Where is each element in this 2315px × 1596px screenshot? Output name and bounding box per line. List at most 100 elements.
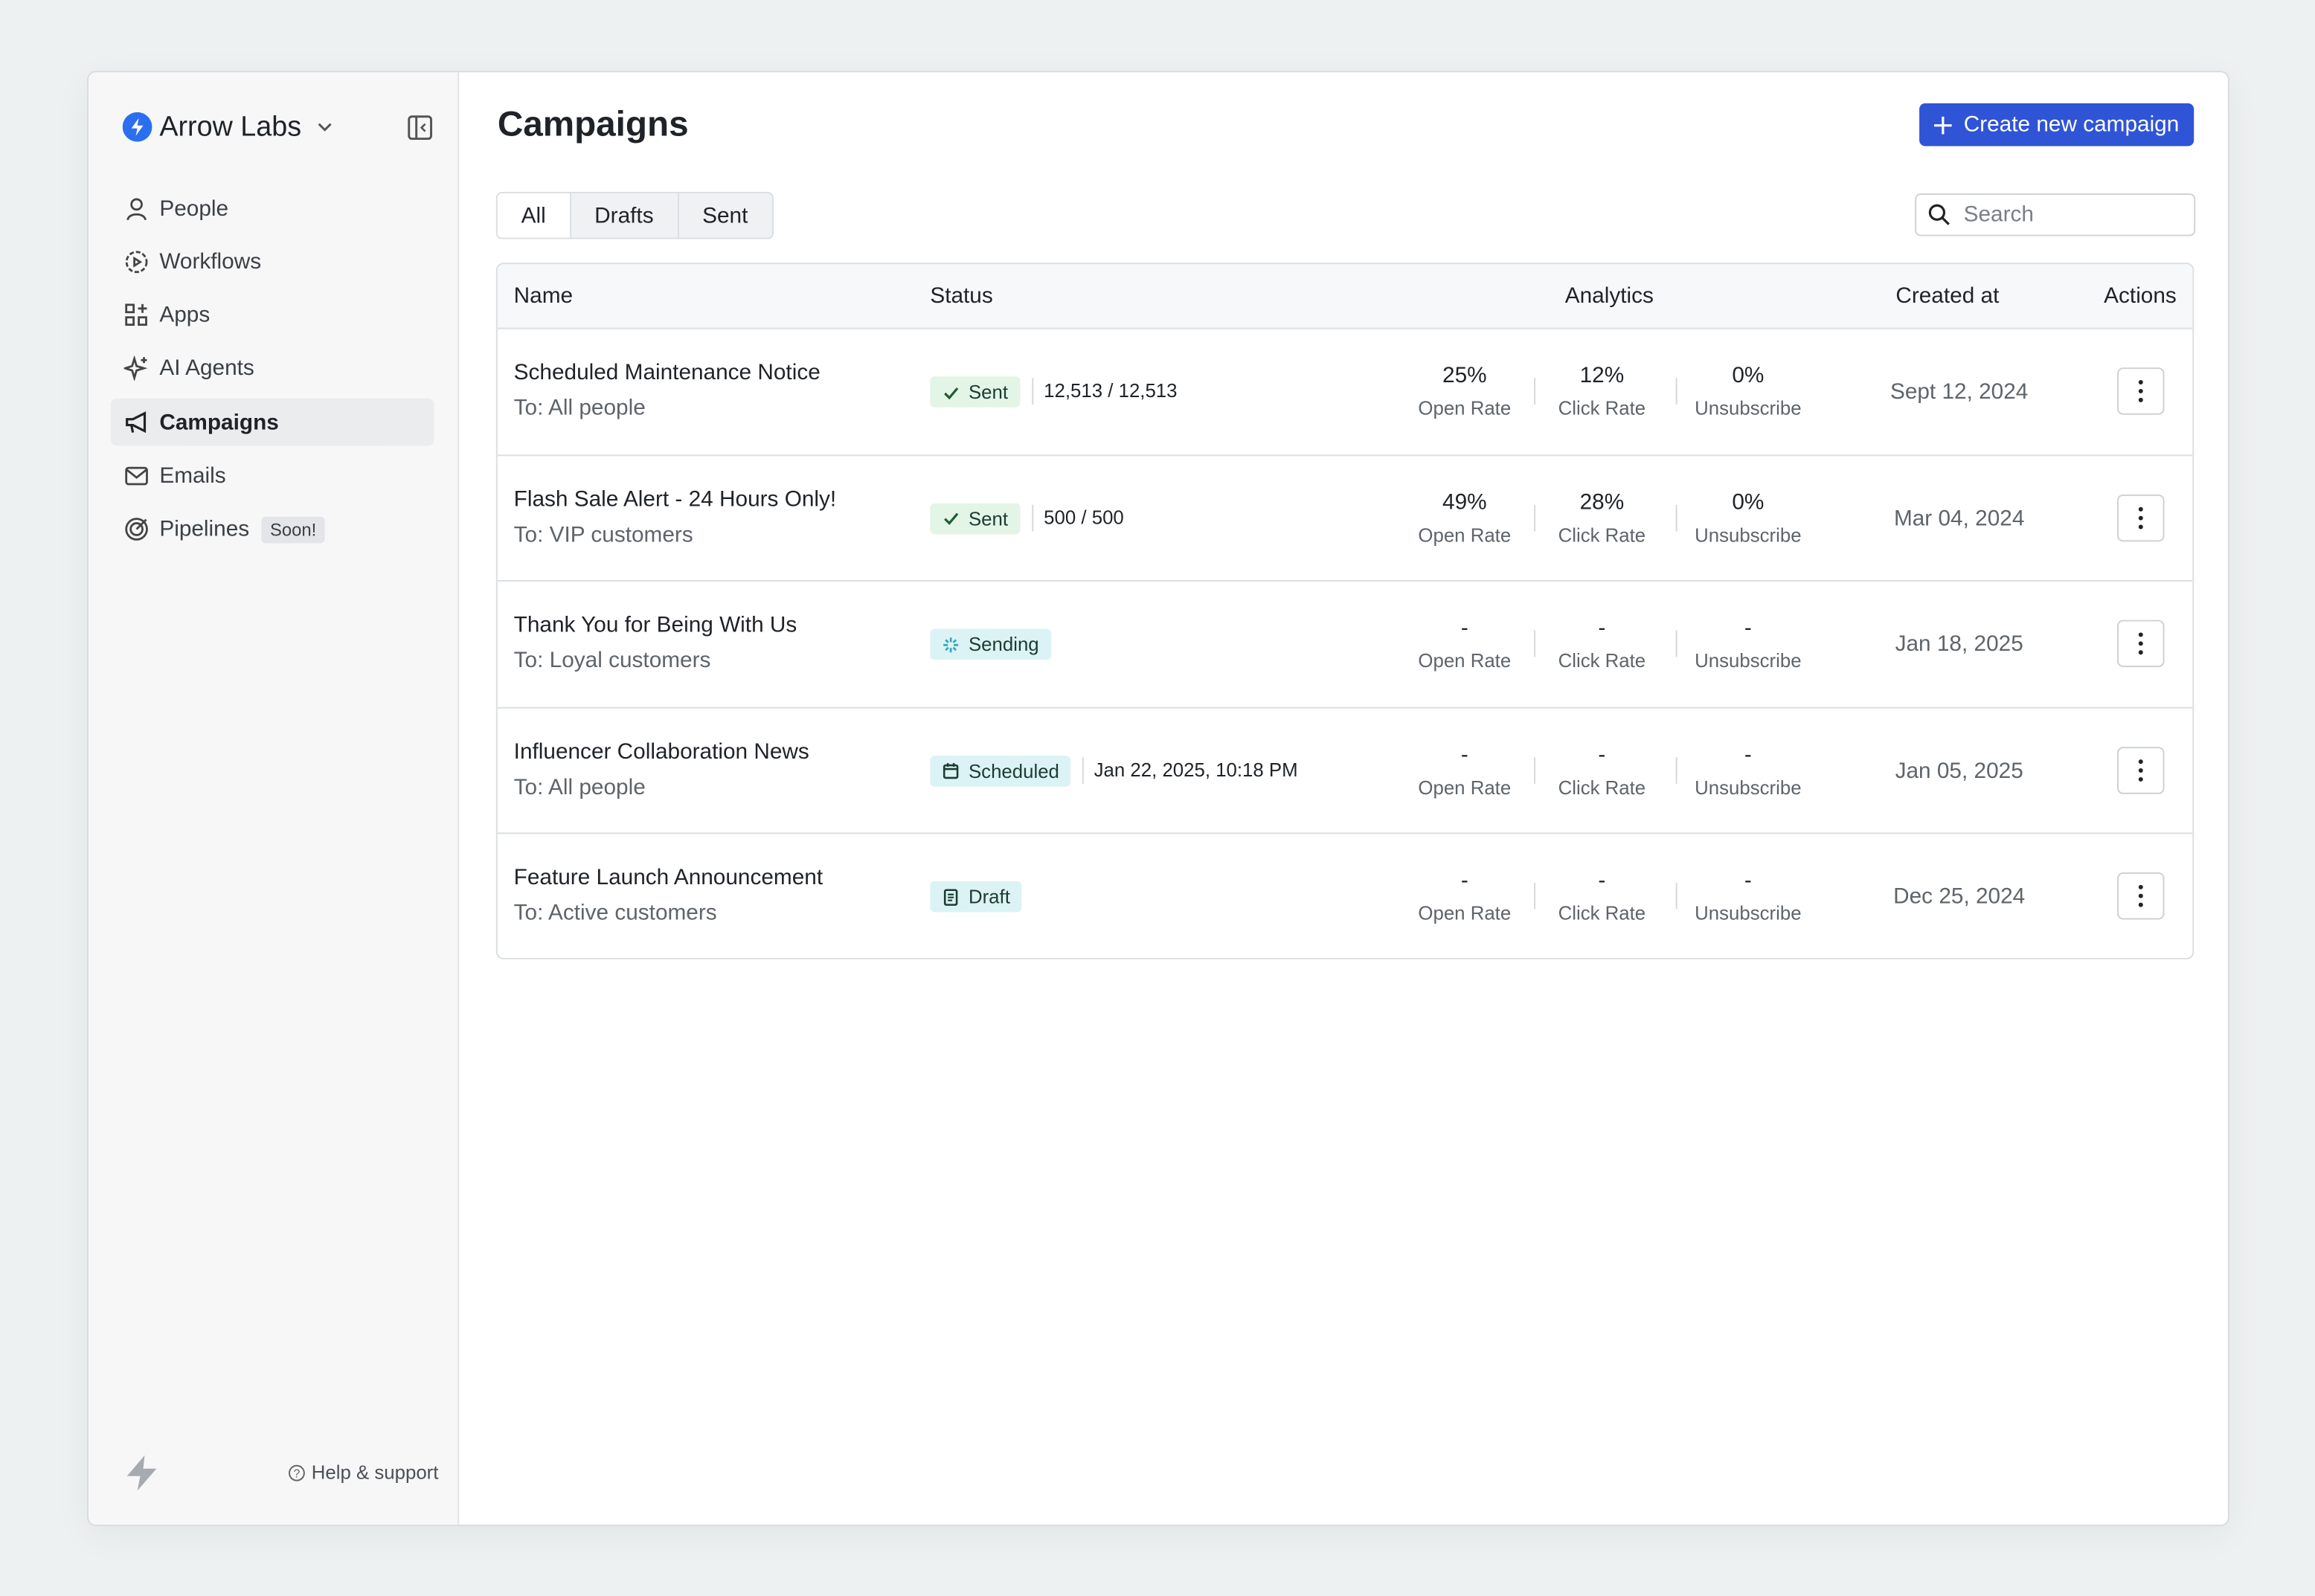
- metric-value: 25%: [1442, 363, 1487, 388]
- status-label: Draft: [968, 885, 1010, 908]
- sidebar: Arrow Labs People Workflows Apps AI Agents C…: [89, 72, 460, 1525]
- status-label: Scheduled: [968, 759, 1059, 782]
- status-icon: [943, 637, 959, 652]
- nav-icon: [126, 411, 147, 433]
- table-row: Influencer Collaboration News To: All peo…: [497, 706, 2193, 834]
- nav-item[interactable]: Pipelines Soon!: [111, 506, 434, 553]
- metric-value: 0%: [1732, 489, 1765, 515]
- metric-label: Click Rate: [1558, 523, 1646, 546]
- table-header: [497, 264, 2193, 328]
- column-header: Status: [930, 283, 993, 309]
- nav-item[interactable]: Workflows: [111, 238, 434, 286]
- campaign-name[interactable]: Thank You for Being With Us: [513, 612, 797, 638]
- workspace-chevron[interactable]: [318, 121, 333, 133]
- tab[interactable]: Sent: [702, 202, 748, 228]
- more-icon: [2138, 759, 2143, 781]
- create-button[interactable]: Create new campaign: [1919, 103, 2194, 147]
- status-badge: Scheduled: [930, 755, 1071, 786]
- more-icon: [2138, 380, 2143, 402]
- metric-label: Open Rate: [1418, 649, 1512, 672]
- nav-icon: [123, 356, 148, 382]
- collapse-sidebar[interactable]: [408, 115, 433, 141]
- metric-value: 49%: [1442, 489, 1487, 515]
- status-label: Sent: [968, 381, 1009, 403]
- metric-separator: [1675, 630, 1677, 657]
- nav-item[interactable]: People: [111, 184, 434, 232]
- more-icon: [2138, 884, 2143, 907]
- campaign-audience: To: All people: [513, 395, 646, 421]
- status-separator: [1082, 756, 1084, 783]
- search-box[interactable]: Search: [1915, 193, 2196, 236]
- campaign-audience: To: Loyal customers: [513, 648, 711, 674]
- row-actions[interactable]: [2117, 620, 2165, 668]
- row-actions[interactable]: [2117, 367, 2165, 415]
- campaign-name[interactable]: Influencer Collaboration News: [513, 739, 809, 765]
- metric-separator: [1533, 630, 1535, 657]
- campaign-name[interactable]: Flash Sale Alert - 24 Hours Only!: [513, 486, 837, 512]
- metric-label: Click Rate: [1558, 649, 1646, 672]
- svg-text:?: ?: [294, 1468, 301, 1481]
- tab[interactable]: Drafts: [571, 193, 679, 238]
- column-header: Name: [513, 283, 574, 309]
- metric-separator: [1533, 503, 1535, 531]
- status-badge: Draft: [930, 881, 1022, 913]
- nav-icon: [125, 303, 147, 326]
- tab[interactable]: All: [497, 193, 571, 238]
- metric-value: 12%: [1579, 363, 1625, 388]
- table-row: Feature Launch Announcement To: Active cu…: [497, 832, 2193, 958]
- row-actions[interactable]: [2117, 493, 2165, 541]
- nav-label: People: [159, 195, 229, 221]
- metric-value: -: [1744, 867, 1752, 893]
- row-actions[interactable]: [2117, 872, 2165, 920]
- metric-label: Unsubscribe: [1695, 523, 1802, 546]
- nav-icon: [125, 250, 148, 273]
- nav-item[interactable]: Emails: [111, 452, 434, 500]
- table-row: Thank You for Being With Us To: Loyal cus…: [497, 579, 2193, 707]
- workspace-logo: [122, 112, 152, 142]
- nav-label: Workflows: [159, 249, 262, 274]
- metric-label: Open Rate: [1418, 775, 1512, 798]
- status-detail: 12,513 / 12,513: [1044, 379, 1178, 402]
- metric-value: -: [1460, 741, 1468, 768]
- metric-label: Unsubscribe: [1695, 901, 1802, 924]
- help-icon: ?: [289, 1464, 305, 1481]
- brand-mark: [126, 1455, 157, 1491]
- metric-label: Click Rate: [1558, 396, 1646, 419]
- nav-label: Pipelines: [159, 517, 250, 542]
- column-header: Actions: [2104, 283, 2177, 309]
- row-actions[interactable]: [2117, 746, 2165, 794]
- created-date: Jan 18, 2025: [1895, 631, 2023, 657]
- campaign-audience: To: All people: [513, 773, 646, 799]
- app-window: Arrow Labs People Workflows Apps AI Agents C…: [87, 71, 2229, 1527]
- nav-item[interactable]: Campaigns: [110, 399, 434, 446]
- created-date: Dec 25, 2024: [1893, 884, 2026, 910]
- metric-label: Open Rate: [1418, 396, 1512, 419]
- status-detail: Jan 22, 2025, 10:18 PM: [1094, 758, 1298, 780]
- nav-item[interactable]: Apps: [111, 292, 434, 339]
- nav-label: Campaigns: [159, 410, 279, 435]
- metric-value: -: [1460, 867, 1468, 893]
- campaign-name[interactable]: Feature Launch Announcement: [513, 865, 823, 890]
- created-date: Sept 12, 2024: [1889, 379, 2029, 405]
- nav-label: AI Agents: [159, 356, 254, 382]
- metric-value: -: [1598, 615, 1606, 641]
- more-icon: [2138, 632, 2143, 655]
- nav-item[interactable]: AI Agents: [111, 345, 434, 393]
- status-badge: Sent: [930, 502, 1020, 534]
- status-icon: [943, 888, 958, 905]
- tab-group: All Drafts Sent: [495, 192, 774, 239]
- column-header: Analytics: [1564, 283, 1654, 309]
- metric-label: Click Rate: [1558, 775, 1646, 798]
- status-badge: Sent: [930, 376, 1020, 408]
- metric-value: -: [1744, 615, 1752, 641]
- campaign-audience: To: VIP customers: [513, 521, 693, 547]
- column-header: Created at: [1895, 283, 2000, 309]
- status-icon: [943, 763, 959, 779]
- workspace-name[interactable]: Arrow Labs: [159, 112, 302, 144]
- status-badge: Sending: [930, 628, 1051, 660]
- help-link[interactable]: Help & support: [311, 1461, 439, 1484]
- metric-separator: [1675, 503, 1677, 531]
- campaign-name[interactable]: Scheduled Maintenance Notice: [513, 360, 821, 386]
